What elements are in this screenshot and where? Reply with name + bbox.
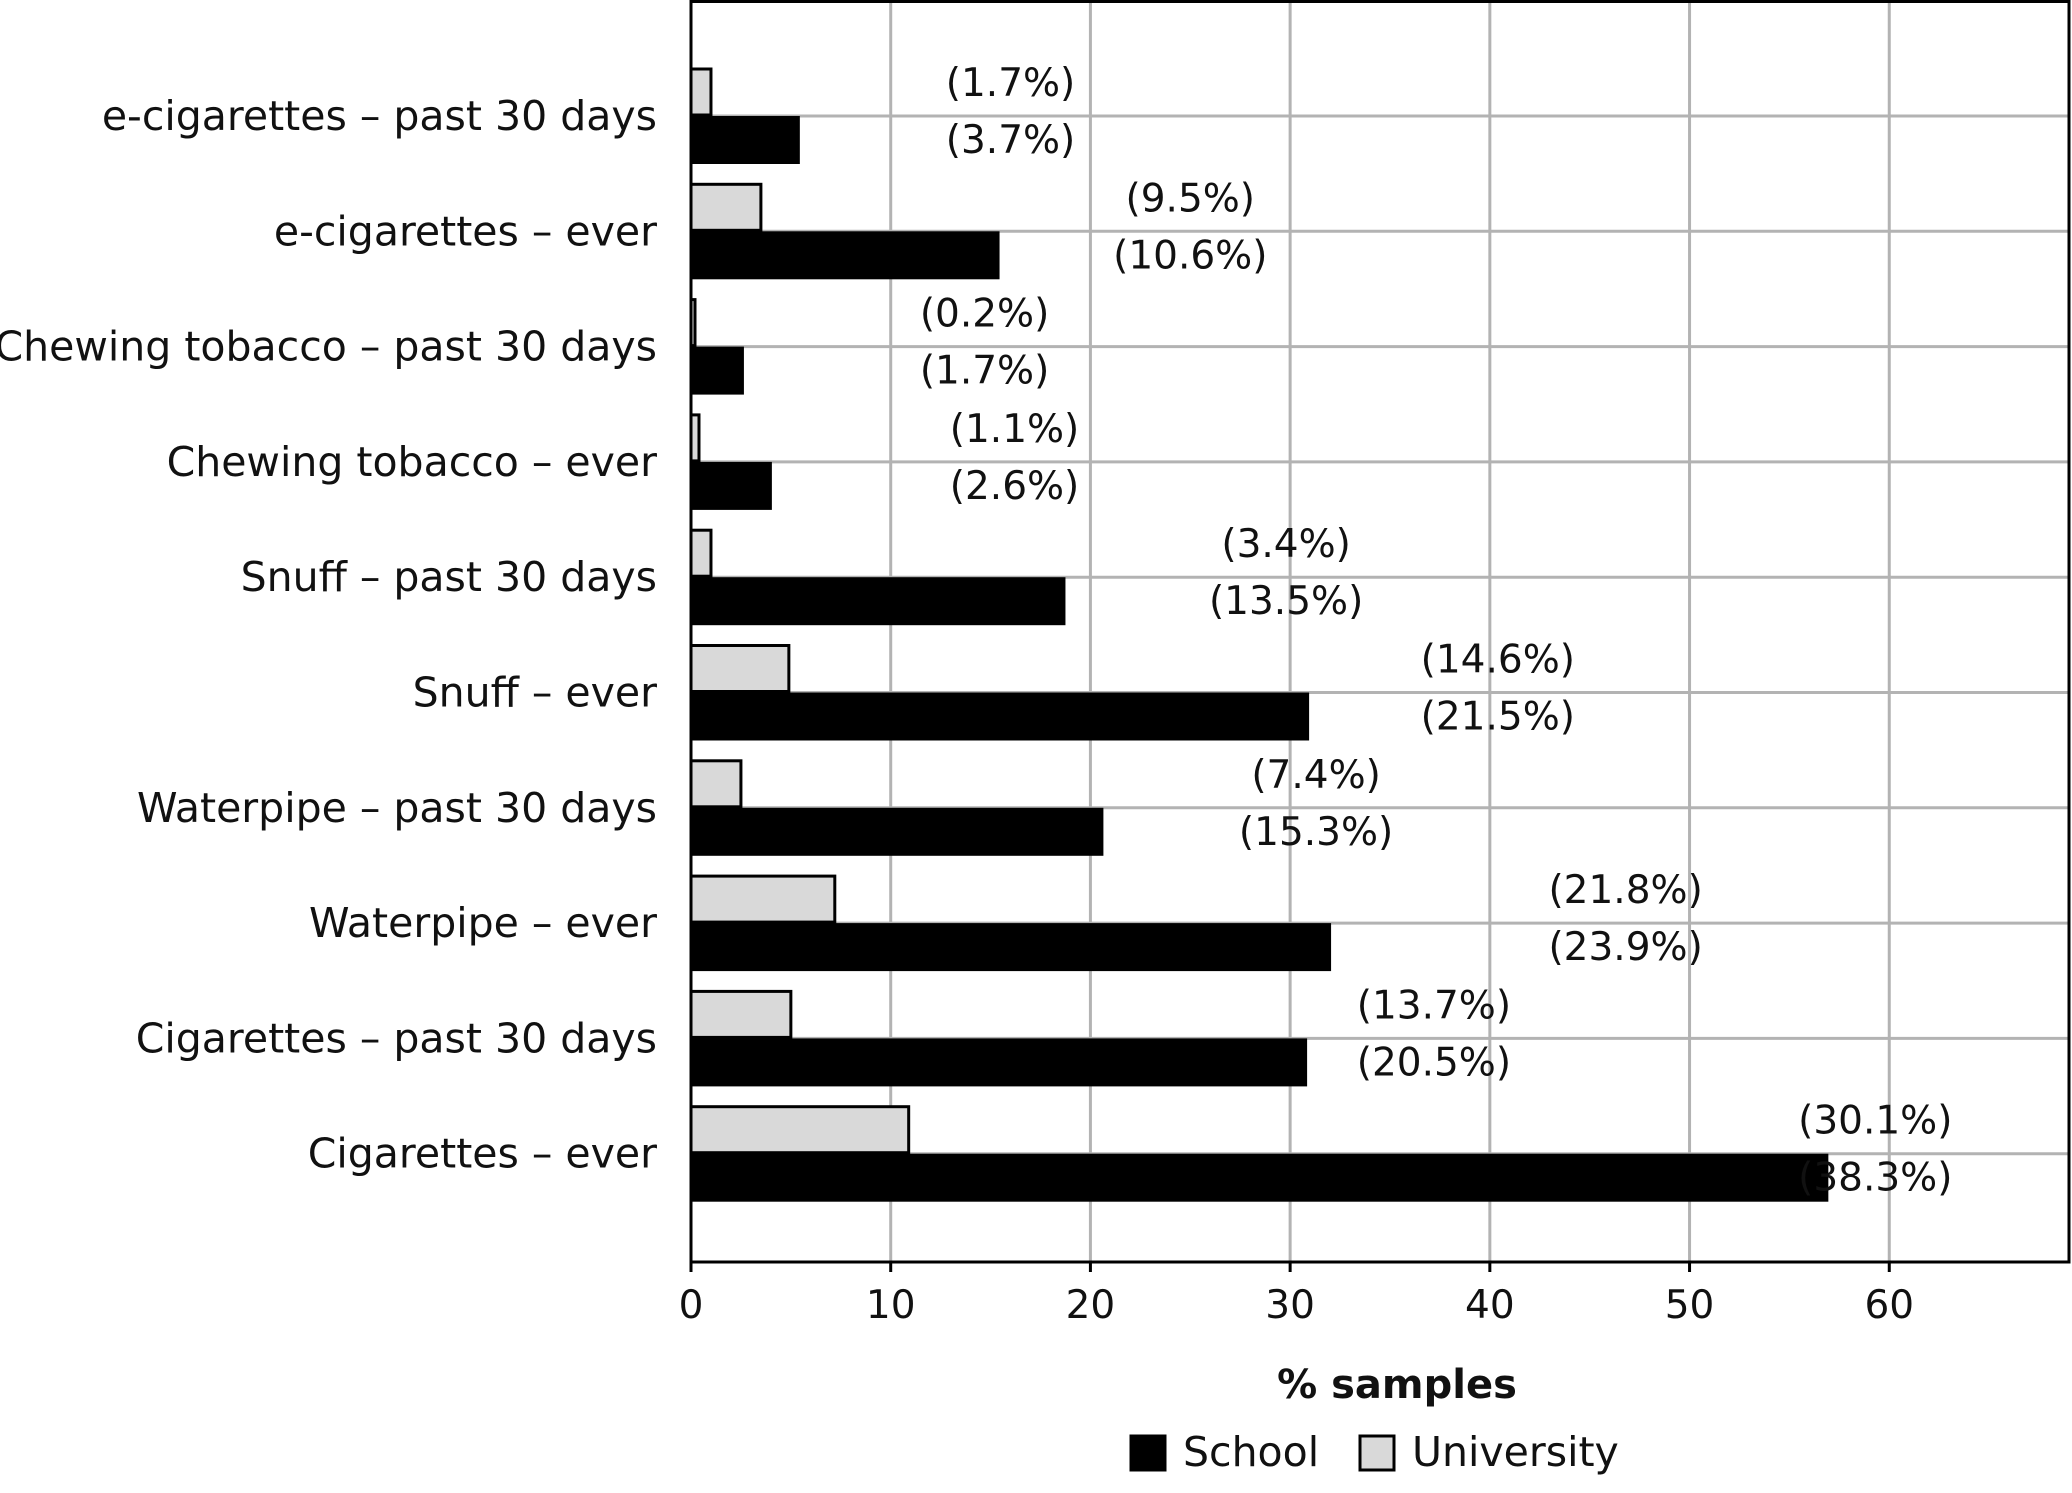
legend-swatch-school — [1129, 1434, 1167, 1472]
bar-university — [689, 182, 763, 232]
category-label: Waterpipe – past 30 days — [137, 784, 657, 832]
bar-university — [689, 644, 791, 693]
category-label: e-cigarettes – ever — [274, 207, 657, 255]
x-axis-title: % samples — [1277, 1362, 1517, 1408]
annotation-university: (13.7%) — [1357, 983, 1511, 1028]
annotation-school: (10.6%) — [1113, 233, 1267, 278]
category-label: Snuff – ever — [413, 669, 658, 717]
bar-university — [689, 1105, 911, 1155]
bar-school — [690, 923, 1332, 972]
category-label: Waterpipe – ever — [309, 899, 657, 947]
annotation-university: (0.2%) — [920, 292, 1050, 337]
annotation-university: (14.6%) — [1421, 638, 1575, 683]
category-label: e-cigarettes – past 30 days — [102, 92, 657, 140]
annotation-university: (21.8%) — [1548, 868, 1702, 913]
annotation-university: (3.4%) — [1221, 522, 1351, 567]
annotation-university: (7.4%) — [1251, 753, 1381, 798]
annotation-school: (23.9%) — [1548, 925, 1702, 970]
x-tick-label: 50 — [1665, 1283, 1715, 1328]
bar-school — [690, 461, 772, 510]
annotation-school: (21.5%) — [1421, 695, 1575, 740]
bar-school — [690, 116, 800, 164]
category-label: Chewing tobacco – ever — [167, 438, 658, 486]
annotation-school: (13.5%) — [1209, 579, 1363, 624]
annotation-university: (9.5%) — [1126, 176, 1256, 221]
bar-university — [689, 874, 837, 924]
legend: School University — [1129, 1428, 1619, 1476]
bars — [689, 67, 1829, 1202]
bar-university — [689, 759, 743, 809]
annotation-school: (2.6%) — [950, 464, 1080, 509]
bar-school — [690, 231, 1000, 280]
category-label: Cigarettes – past 30 days — [136, 1014, 657, 1062]
category-label: Cigarettes – ever — [308, 1130, 657, 1178]
annotation-school: (1.7%) — [920, 349, 1050, 394]
annotation-university: (30.1%) — [1798, 1099, 1952, 1144]
bar-university — [689, 989, 793, 1039]
bar-school — [690, 807, 1104, 856]
annotation-school: (3.7%) — [946, 118, 1076, 163]
annotation-school: (15.3%) — [1239, 810, 1393, 855]
bar-school — [690, 577, 1066, 626]
x-tick-label: 20 — [1066, 1283, 1116, 1328]
x-tick-label: 30 — [1265, 1283, 1315, 1328]
annotation-university: (1.1%) — [950, 407, 1080, 452]
x-tick-label: 0 — [679, 1283, 704, 1328]
x-tick-label: 40 — [1465, 1283, 1515, 1328]
category-label: Snuff – past 30 days — [241, 553, 657, 601]
plot-frame — [689, 0, 2071, 1264]
legend-swatch-university — [1358, 1434, 1396, 1472]
x-tick-label: 60 — [1864, 1283, 1914, 1328]
bar-school — [690, 346, 744, 395]
category-label: Chewing tobacco – past 30 days — [0, 323, 657, 371]
legend-label-school: School — [1183, 1428, 1319, 1476]
bar-school — [690, 692, 1310, 741]
x-tick-label: 10 — [866, 1283, 916, 1328]
annotation-university: (1.7%) — [946, 61, 1076, 106]
legend-label-university: University — [1412, 1428, 1619, 1476]
bar-university — [689, 67, 713, 117]
bar-university — [689, 528, 713, 578]
axes — [689, 0, 2071, 1272]
annotation-school: (20.5%) — [1357, 1040, 1511, 1085]
bar-school — [690, 1038, 1308, 1087]
labels: e-cigarettes – past 30 days (1.7%) (3.7%) e… — [0, 61, 1952, 1408]
bar-school — [690, 1153, 1829, 1202]
annotation-school: (38.3%) — [1798, 1156, 1952, 1201]
